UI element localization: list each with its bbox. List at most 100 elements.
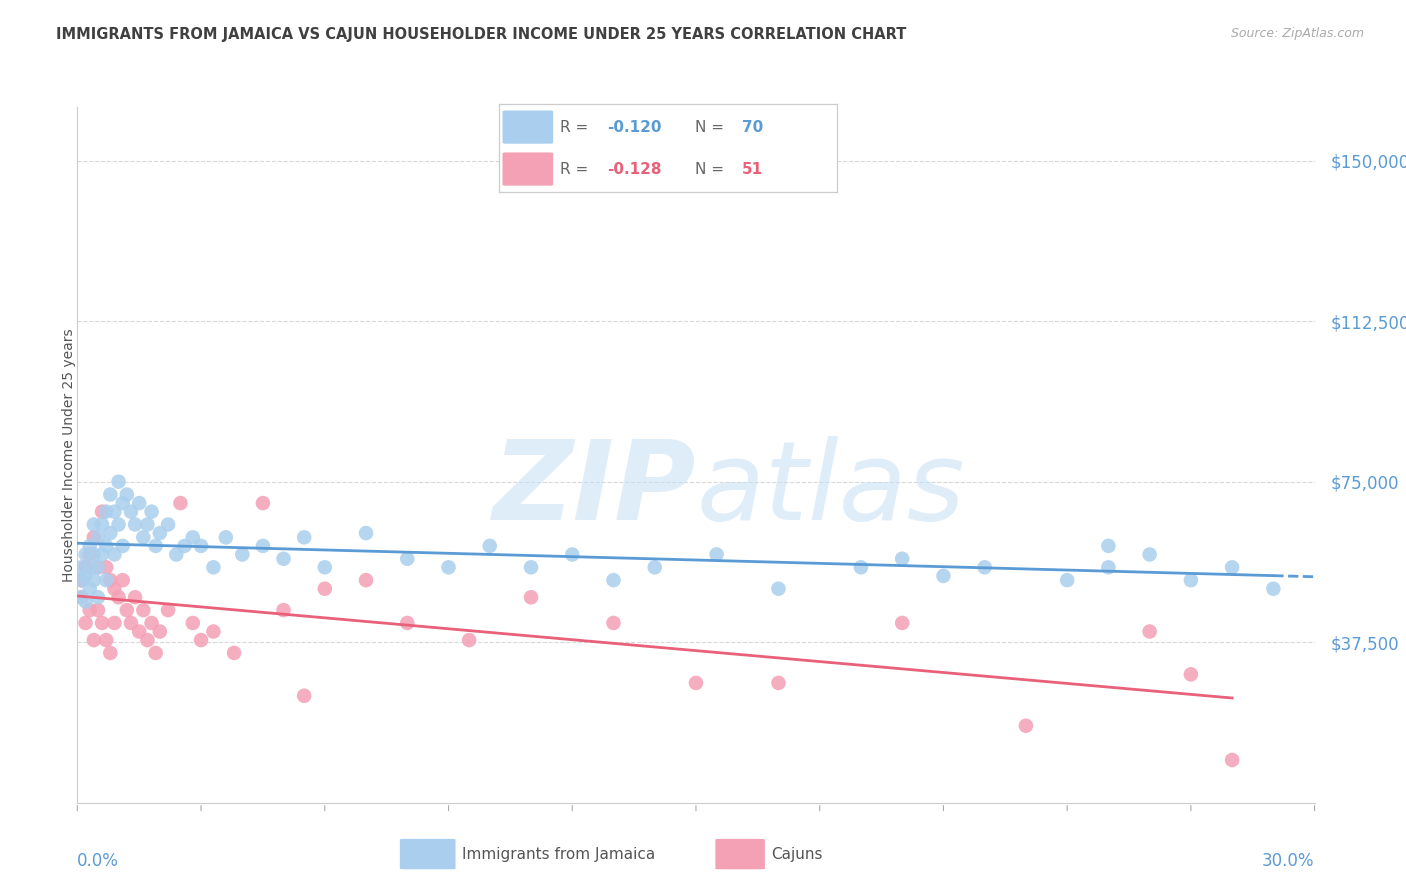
Point: [132, 603, 155, 617]
Point: [111, 496, 134, 510]
Text: atlas: atlas: [696, 436, 965, 543]
Point: [173, 539, 195, 553]
Point: [103, 582, 125, 596]
Point: [181, 530, 204, 544]
Point: [273, 603, 295, 617]
Point: [75, 615, 97, 630]
Text: 51: 51: [742, 161, 763, 177]
Point: [520, 560, 543, 574]
Text: 70: 70: [742, 120, 763, 135]
Point: [273, 551, 295, 566]
Point: [107, 517, 129, 532]
Point: [132, 530, 155, 544]
Point: [87, 560, 110, 574]
Text: IMMIGRANTS FROM JAMAICA VS CAJUN HOUSEHOLDER INCOME UNDER 25 YEARS CORRELATION C: IMMIGRANTS FROM JAMAICA VS CAJUN HOUSEHO…: [56, 27, 907, 42]
Point: [75, 560, 97, 574]
Point: [83, 633, 105, 648]
Text: ZIP: ZIP: [492, 436, 696, 543]
Point: [136, 633, 159, 648]
Point: [602, 615, 624, 630]
Point: [83, 573, 105, 587]
Point: [314, 560, 336, 574]
Point: [768, 582, 790, 596]
Point: [83, 548, 105, 562]
Point: [79, 539, 101, 553]
Text: Immigrants from Jamaica: Immigrants from Jamaica: [461, 847, 655, 862]
Point: [141, 505, 163, 519]
Point: [87, 591, 110, 605]
Point: [70, 560, 93, 574]
Point: [932, 569, 955, 583]
Point: [98, 646, 121, 660]
Point: [111, 573, 134, 587]
FancyBboxPatch shape: [502, 111, 553, 144]
Point: [128, 496, 150, 510]
Point: [98, 573, 121, 587]
Point: [169, 496, 191, 510]
Point: [103, 548, 125, 562]
Text: -0.120: -0.120: [607, 120, 662, 135]
Point: [706, 548, 728, 562]
Point: [202, 624, 225, 639]
Point: [1263, 582, 1285, 596]
Point: [70, 573, 93, 587]
Point: [91, 505, 114, 519]
Point: [115, 603, 138, 617]
Point: [91, 548, 114, 562]
Point: [202, 560, 225, 574]
Point: [190, 539, 212, 553]
Point: [891, 615, 914, 630]
Y-axis label: Householder Income Under 25 years: Householder Income Under 25 years: [62, 328, 76, 582]
Point: [87, 560, 110, 574]
Text: Cajuns: Cajuns: [770, 847, 823, 862]
Point: [87, 603, 110, 617]
Point: [1220, 560, 1243, 574]
FancyBboxPatch shape: [399, 838, 456, 870]
Point: [149, 526, 172, 541]
Point: [1097, 539, 1119, 553]
Point: [70, 591, 93, 605]
Point: [115, 487, 138, 501]
Point: [354, 526, 377, 541]
Point: [75, 569, 97, 583]
Point: [165, 548, 187, 562]
Point: [849, 560, 872, 574]
Point: [145, 539, 167, 553]
Point: [396, 551, 419, 566]
Point: [79, 560, 101, 574]
Point: [602, 573, 624, 587]
Point: [103, 615, 125, 630]
Point: [1139, 548, 1161, 562]
Point: [124, 517, 146, 532]
Point: [458, 633, 481, 648]
FancyBboxPatch shape: [716, 838, 765, 870]
Point: [222, 646, 245, 660]
Point: [107, 475, 129, 489]
Point: [70, 573, 93, 587]
Point: [1056, 573, 1078, 587]
Text: N =: N =: [695, 120, 728, 135]
Point: [292, 530, 315, 544]
Point: [120, 505, 142, 519]
Point: [252, 496, 274, 510]
Point: [98, 487, 121, 501]
Point: [107, 591, 129, 605]
FancyBboxPatch shape: [502, 153, 553, 186]
Point: [181, 615, 204, 630]
Point: [252, 539, 274, 553]
Point: [685, 676, 707, 690]
Text: -0.128: -0.128: [607, 161, 662, 177]
Point: [96, 573, 118, 587]
Text: R =: R =: [560, 161, 593, 177]
Point: [157, 517, 180, 532]
Point: [768, 676, 790, 690]
Point: [973, 560, 995, 574]
Point: [96, 539, 118, 553]
Point: [314, 582, 336, 596]
Point: [1180, 667, 1202, 681]
Point: [124, 591, 146, 605]
Point: [437, 560, 460, 574]
Point: [1180, 573, 1202, 587]
Text: Source: ZipAtlas.com: Source: ZipAtlas.com: [1230, 27, 1364, 40]
Point: [91, 615, 114, 630]
